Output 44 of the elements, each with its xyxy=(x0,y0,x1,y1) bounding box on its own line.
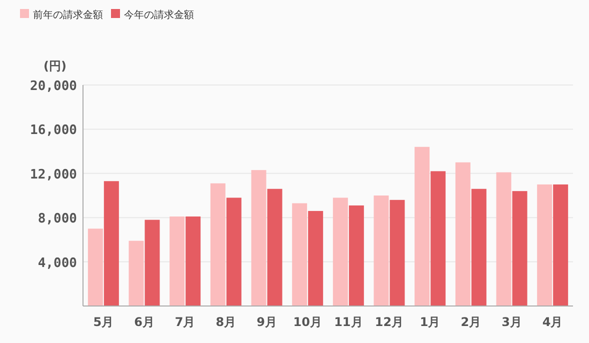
bar xyxy=(186,216,201,306)
y-tick-label: 12,000 xyxy=(30,167,78,182)
x-tick-label: 3月 xyxy=(502,315,522,329)
y-tick-label: 8,000 xyxy=(38,212,78,227)
x-tick-label: 2月 xyxy=(460,315,482,329)
x-tick-label: 10月 xyxy=(293,315,322,329)
x-tick-label: 12月 xyxy=(374,315,404,329)
bar xyxy=(128,240,144,306)
x-tick-label: 6月 xyxy=(134,315,154,329)
bar xyxy=(104,181,119,306)
x-tick-label: 4月 xyxy=(542,315,563,329)
x-tick-label: 1月 xyxy=(420,315,440,329)
y-tick-label: 20,000 xyxy=(30,79,78,94)
bar xyxy=(430,171,446,306)
x-tick-label: 8月 xyxy=(216,315,236,329)
bar xyxy=(292,203,308,306)
bar xyxy=(144,220,160,306)
x-tick-label: 7月 xyxy=(174,315,196,329)
bar xyxy=(471,188,486,306)
bar xyxy=(455,162,470,306)
bar xyxy=(251,170,266,306)
bar xyxy=(226,198,242,306)
legend-label: 今年の請求金額 xyxy=(124,9,194,21)
x-tick-label: 5月 xyxy=(93,315,114,329)
bar xyxy=(210,183,226,306)
bar xyxy=(170,216,185,306)
bar xyxy=(374,196,389,306)
y-tick-label: 16,000 xyxy=(30,123,78,138)
bar xyxy=(88,228,103,306)
y-axis-title: (円) xyxy=(44,59,66,73)
bar xyxy=(308,210,324,306)
bar xyxy=(390,200,405,306)
bar xyxy=(414,146,430,306)
bar xyxy=(512,191,528,306)
bar xyxy=(496,172,512,306)
legend-label: 前年の請求金額 xyxy=(33,9,103,21)
bar xyxy=(348,205,364,306)
bar xyxy=(332,198,348,306)
bar xyxy=(553,184,568,306)
y-tick-label: 4,000 xyxy=(38,256,78,271)
x-tick-label: 11月 xyxy=(334,315,363,329)
bar xyxy=(267,188,282,306)
bar xyxy=(537,184,552,306)
x-tick-label: 9月 xyxy=(256,315,277,329)
